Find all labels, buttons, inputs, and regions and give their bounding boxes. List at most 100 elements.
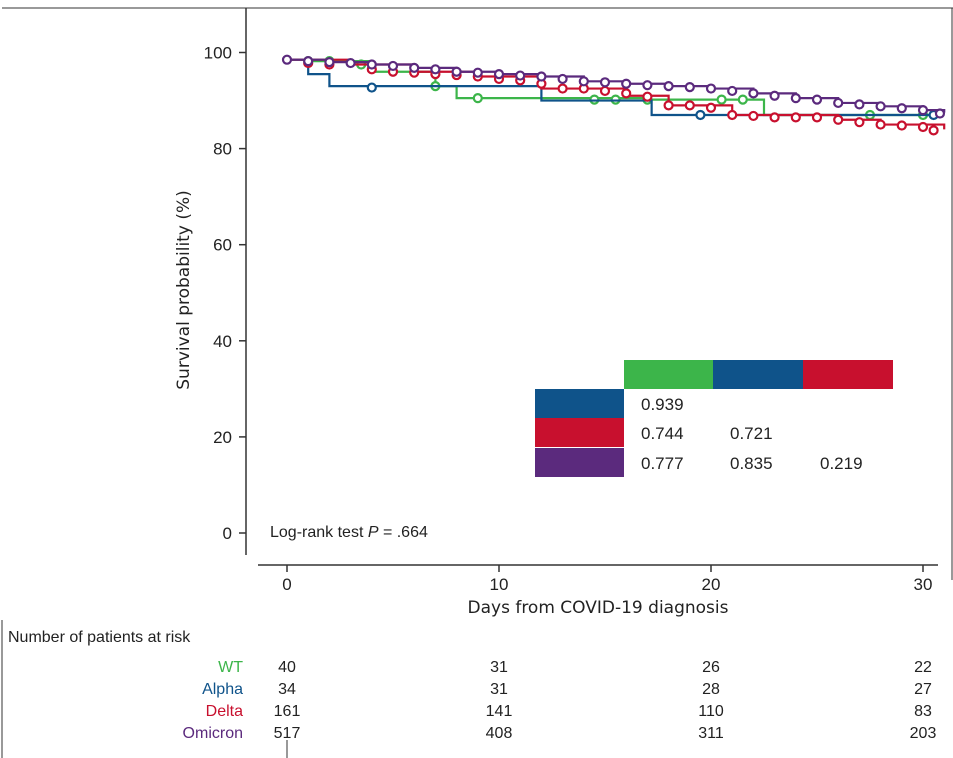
x-tick-label: 0: [282, 575, 291, 594]
censor-mark-omicron: [599, 77, 611, 88]
censor-mark-alpha: [695, 109, 706, 121]
censor-mark-omicron: [557, 73, 568, 85]
y-axis-title: Survival probability (%): [174, 190, 194, 389]
risk-count: 22: [914, 659, 932, 676]
censor-mark-delta: [621, 88, 632, 99]
censor-mark-omicron: [917, 105, 929, 116]
log-rank-p-value: = .664: [379, 524, 428, 541]
censor-mark-delta: [748, 110, 759, 122]
ptable-cell: 0.939: [641, 395, 684, 414]
risk-count: 83: [914, 703, 932, 720]
y-tick-label: 0: [223, 524, 232, 543]
censor-mark-delta: [811, 112, 823, 123]
censor-mark-omicron: [684, 81, 695, 93]
risk-count: 34: [278, 681, 296, 698]
risk-count: 203: [909, 725, 937, 742]
risk-group-label-delta: Delta: [205, 703, 243, 720]
censor-mark-omicron: [934, 108, 946, 119]
censor-mark-omicron: [854, 99, 865, 110]
ptable-row-header: [535, 418, 624, 447]
y-tick-label: 20: [213, 428, 232, 447]
censor-mark-omicron: [875, 101, 886, 112]
censor-mark-delta: [928, 125, 939, 136]
censor-mark-omicron: [345, 57, 356, 69]
log-rank-prefix: Log-rank test: [270, 524, 368, 541]
y-tick-label: 100: [204, 44, 232, 63]
log-rank-annotation: Log-rank test P = .664: [270, 524, 428, 541]
risk-group-label-alpha: Alpha: [202, 681, 243, 698]
log-rank-p-symbol: P: [368, 524, 379, 541]
censor-mark-omicron: [281, 54, 293, 65]
censor-mark-delta: [557, 83, 568, 94]
censor-mark-omicron: [493, 69, 505, 80]
risk-count: 517: [273, 725, 301, 742]
censor-mark-omicron: [409, 62, 420, 73]
censor-mark-omicron: [366, 59, 377, 70]
y-axis-ticks: 0 20 40 60 80 100: [204, 44, 246, 543]
censor-mark-omicron: [769, 90, 780, 101]
censor-mark-wt: [472, 93, 483, 104]
y-tick-label: 80: [213, 140, 232, 159]
censor-mark-omicron: [515, 70, 526, 81]
censor-mark-delta: [917, 121, 929, 133]
censor-mark-omicron: [642, 80, 653, 91]
censor-mark-wt: [716, 94, 727, 105]
y-tick-label: 60: [213, 236, 232, 255]
survival-curves: [281, 54, 946, 136]
ptable-col-header: [803, 360, 893, 389]
risk-count: 141: [485, 703, 513, 720]
censor-mark-alpha: [366, 82, 377, 93]
x-tick-label: 30: [914, 575, 933, 594]
x-tick-label: 10: [490, 575, 509, 594]
censor-mark-delta: [833, 114, 844, 125]
risk-table-title: Number of patients at risk: [8, 629, 191, 646]
risk-count: 408: [485, 725, 513, 742]
censor-mark-omicron: [705, 83, 717, 94]
censor-mark-delta: [790, 112, 801, 123]
risk-count: 26: [702, 659, 720, 676]
risk-count: 28: [702, 681, 720, 698]
censor-mark-delta: [642, 91, 653, 102]
x-axis-title: Days from COVID-19 diagnosis: [468, 598, 729, 618]
x-tick-label: 20: [702, 575, 721, 594]
censor-mark-omicron: [748, 88, 759, 99]
ptable-cell: 0.744: [641, 424, 684, 443]
ptable-col-header: [624, 360, 714, 389]
censor-mark-delta: [769, 112, 780, 123]
censor-mark-omicron: [387, 60, 399, 72]
censor-mark-omicron: [472, 67, 483, 78]
censor-mark-omicron: [430, 64, 441, 75]
censor-mark-omicron: [790, 93, 801, 104]
censor-mark-delta: [705, 102, 717, 113]
curve-wt: [287, 58, 945, 117]
censor-mark-delta: [896, 120, 907, 131]
ptable-col-header: [713, 360, 803, 389]
censor-mark-omicron: [727, 85, 738, 97]
risk-count: 110: [698, 703, 724, 720]
ptable-row-header: [535, 389, 624, 418]
risk-count: 161: [273, 703, 301, 720]
ptable-cell: 0.777: [641, 454, 684, 473]
risk-count: 31: [490, 659, 508, 676]
censor-mark-delta: [663, 100, 674, 111]
censor-mark-delta: [684, 100, 695, 111]
y-tick-label: 40: [213, 332, 232, 351]
censor-mark-delta: [875, 119, 886, 130]
censor-mark-omicron: [451, 66, 462, 77]
curve-alpha: [287, 58, 945, 117]
risk-group-label-wt: WT: [218, 659, 243, 676]
censor-mark-omicron: [303, 56, 314, 67]
ptable-cell: 0.835: [730, 454, 773, 473]
censor-mark-omicron: [578, 76, 589, 87]
ptable-cell: 0.721: [730, 424, 773, 443]
censor-mark-omicron: [896, 103, 907, 114]
ptable-row-header: [535, 448, 624, 477]
censor-mark-omicron: [811, 94, 823, 105]
risk-count: 40: [278, 659, 296, 676]
censor-mark-omicron: [833, 97, 844, 109]
risk-count: 27: [914, 681, 932, 698]
censor-mark-wt: [737, 94, 748, 105]
censor-mark-delta: [854, 117, 865, 128]
